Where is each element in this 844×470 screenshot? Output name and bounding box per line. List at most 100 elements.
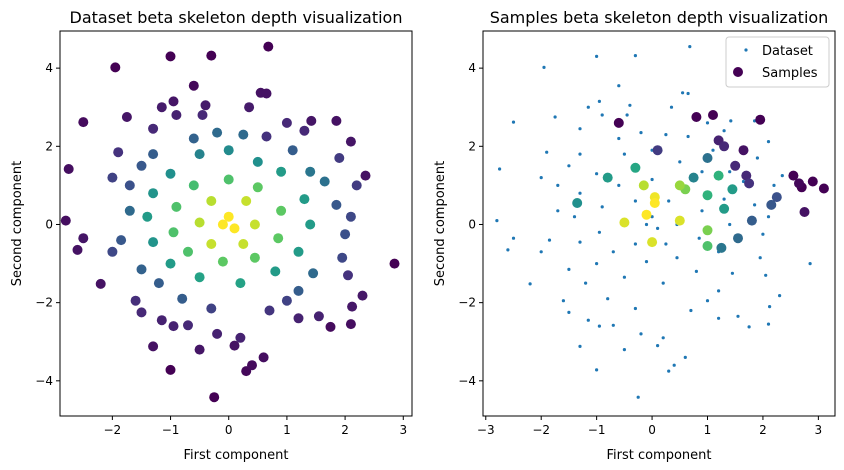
- sample-point: [641, 209, 652, 220]
- dataset-point: [276, 205, 287, 216]
- dataset-point: [360, 170, 371, 181]
- sample-point: [730, 160, 741, 171]
- dataset-dot: [539, 176, 543, 180]
- y-tick-label: 4: [45, 61, 53, 75]
- dataset-dot: [729, 119, 733, 123]
- dataset-point: [156, 102, 167, 113]
- dataset-point: [194, 217, 205, 228]
- dataset-dot: [578, 191, 582, 195]
- dataset-point: [299, 194, 310, 205]
- dataset-dot: [542, 65, 546, 69]
- dataset-point: [212, 328, 223, 339]
- y-tick-label: 2: [45, 139, 53, 153]
- dataset-point: [258, 352, 269, 363]
- dataset-dot: [705, 299, 710, 303]
- legend-samples-marker: [733, 67, 743, 77]
- dataset-dot: [766, 322, 771, 326]
- dataset-point: [194, 149, 205, 160]
- sample-point: [649, 198, 660, 208]
- sample-point: [674, 180, 685, 191]
- dataset-point: [229, 223, 240, 234]
- dataset-dot: [681, 91, 685, 95]
- dataset-point: [261, 88, 272, 99]
- dataset-dot: [688, 45, 692, 49]
- x-tick-label: 3: [815, 423, 823, 437]
- dataset-point: [183, 320, 193, 331]
- left-chart-title: Dataset beta skeleton depth visualizatio…: [70, 8, 403, 27]
- x-tick-label: 2: [341, 423, 349, 437]
- dataset-dot: [753, 203, 757, 207]
- dataset-dot: [511, 120, 516, 124]
- dataset-point: [206, 50, 217, 61]
- dataset-dot: [700, 170, 704, 174]
- dataset-dot: [578, 127, 582, 131]
- dataset-point: [235, 332, 246, 343]
- dataset-dot: [678, 160, 682, 164]
- dataset-dot: [633, 199, 638, 203]
- sample-point: [702, 190, 713, 201]
- dataset-dot: [633, 306, 638, 311]
- dataset-dot: [683, 355, 687, 359]
- dataset-point: [244, 102, 255, 113]
- legend-dataset-marker: [744, 48, 748, 52]
- dataset-point: [63, 164, 74, 174]
- dataset-dot: [686, 91, 690, 96]
- dataset-dot: [633, 54, 638, 58]
- sample-point: [727, 184, 738, 195]
- dataset-dot: [600, 113, 604, 117]
- dataset-dot: [661, 336, 665, 340]
- x-tick-label: 1: [283, 423, 291, 437]
- dataset-dot: [572, 215, 577, 219]
- dataset-dot: [584, 281, 588, 285]
- x-tick-label: −3: [477, 423, 495, 437]
- dataset-dot: [628, 103, 632, 107]
- legend-samples-label: Samples: [762, 66, 818, 81]
- dataset-point: [136, 160, 147, 171]
- left-scatter-panel: Dataset beta skeleton depth visualizatio…: [10, 8, 413, 463]
- dataset-point: [165, 364, 176, 375]
- dataset-dot: [717, 289, 721, 293]
- dataset-dot: [556, 209, 560, 213]
- dataset-point: [156, 315, 167, 326]
- sample-point: [674, 215, 685, 226]
- dataset-dot: [595, 172, 599, 176]
- dataset-point: [238, 129, 249, 140]
- dataset-point: [206, 239, 217, 249]
- dataset-dot: [567, 310, 571, 314]
- dataset-point: [319, 176, 330, 187]
- dataset-point: [136, 264, 147, 275]
- dataset-point: [107, 172, 118, 183]
- sample-point: [807, 176, 818, 187]
- sample-point: [818, 183, 829, 194]
- dataset-dot: [664, 133, 668, 137]
- x-tick-label: 3: [399, 423, 407, 437]
- dataset-dot: [747, 325, 751, 329]
- sample-point: [794, 178, 804, 189]
- dataset-dot: [539, 250, 543, 254]
- dataset-dot: [728, 170, 732, 174]
- sample-point: [738, 145, 749, 156]
- dataset-dot: [675, 256, 679, 260]
- right-scatter-panel: Samples beta skeleton depth visualizatio…: [433, 8, 836, 463]
- sample-point: [702, 153, 713, 163]
- dataset-dot: [672, 363, 676, 367]
- dataset-dot: [639, 332, 643, 336]
- dataset-dot: [622, 348, 627, 352]
- dataset-point: [188, 180, 199, 191]
- dataset-point: [247, 360, 257, 371]
- dataset-dot: [600, 205, 604, 209]
- dataset-dot: [617, 136, 621, 141]
- sample-point: [713, 170, 724, 181]
- right-x-axis-label: First component: [606, 448, 711, 463]
- dataset-point: [337, 252, 348, 263]
- dataset-point: [281, 117, 292, 128]
- dataset-point: [305, 166, 316, 177]
- dataset-dot: [761, 232, 765, 236]
- dataset-point: [325, 321, 336, 332]
- dataset-point: [113, 147, 124, 158]
- dataset-point: [351, 180, 362, 191]
- dataset-point: [148, 188, 159, 199]
- right-y-ticks: −4 −2 0 2 4: [458, 61, 483, 388]
- dataset-dot: [561, 299, 566, 303]
- dataset-dot: [567, 164, 571, 168]
